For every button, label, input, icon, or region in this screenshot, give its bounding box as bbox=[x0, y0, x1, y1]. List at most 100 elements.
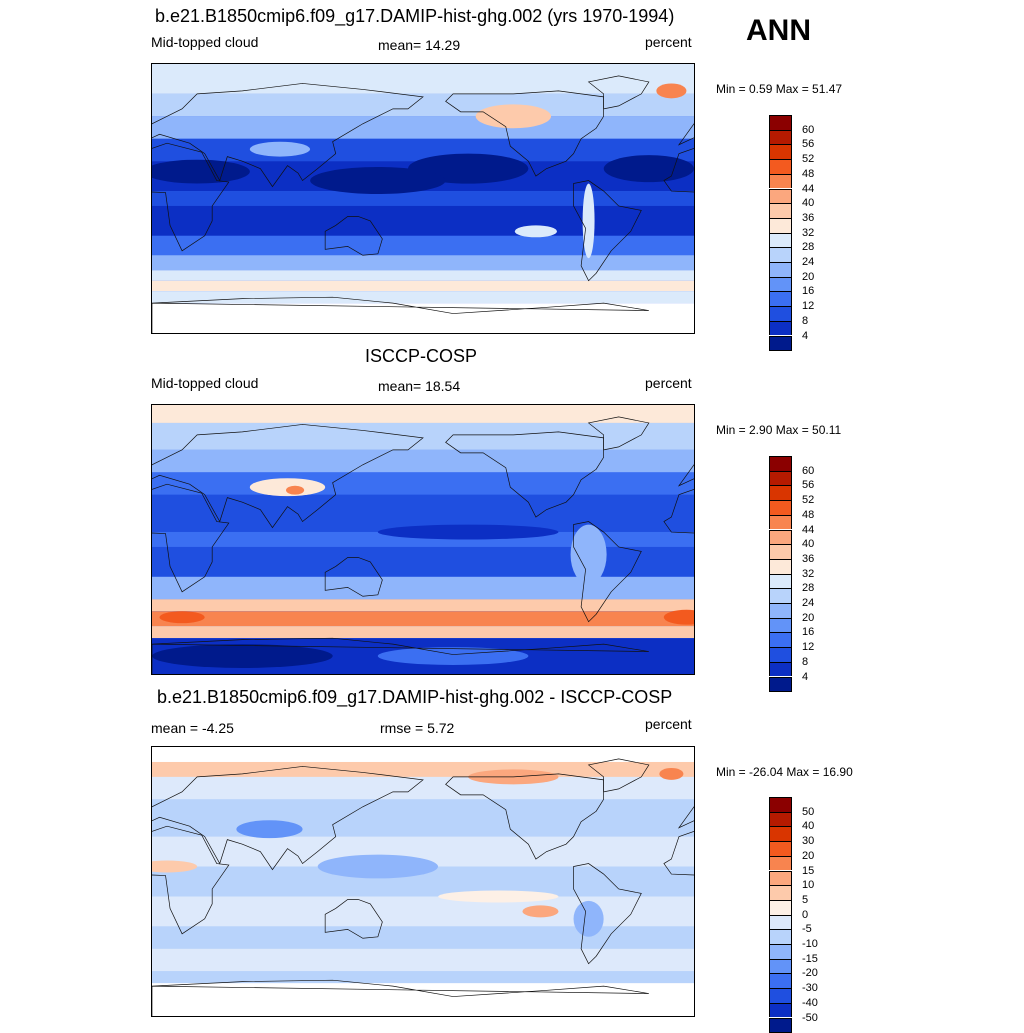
colorbar-tick-label: 50 bbox=[802, 805, 815, 818]
field-band bbox=[152, 449, 694, 473]
colorbar-swatch bbox=[769, 870, 792, 886]
colorbar-edge bbox=[769, 247, 792, 249]
colorbar-tick-label: 36 bbox=[802, 211, 815, 224]
colorbar-swatch bbox=[769, 335, 792, 351]
field-band bbox=[152, 948, 694, 972]
colorbar-tick-label: 60 bbox=[802, 464, 815, 477]
field-band bbox=[152, 116, 694, 139]
panel3-map bbox=[151, 746, 695, 1017]
panel1-title: b.e21.B1850cmip6.f09_g17.DAMIP-hist-ghg.… bbox=[155, 6, 675, 26]
colorbar-edge bbox=[769, 870, 792, 872]
colorbar-edge bbox=[769, 841, 792, 843]
colorbar-edge bbox=[769, 826, 792, 828]
colorbar-tick-label: 20 bbox=[802, 270, 815, 283]
colorbar-swatch bbox=[769, 247, 792, 262]
colorbar-swatch bbox=[769, 811, 792, 827]
map-canvas bbox=[152, 405, 694, 674]
field-feature bbox=[152, 644, 333, 668]
map-canvas bbox=[152, 747, 694, 1016]
colorbar-tick-label: 32 bbox=[802, 567, 815, 580]
colorbar-tick-label: 15 bbox=[802, 864, 815, 877]
field-feature bbox=[573, 900, 604, 937]
colorbar-tick-label: 8 bbox=[802, 314, 809, 327]
panel3-rmse-label: rmse = 5.72 bbox=[380, 720, 455, 736]
colorbar-edge bbox=[769, 470, 792, 472]
field-band bbox=[152, 926, 694, 949]
coastline bbox=[152, 483, 230, 593]
colorbar-tick-label: 8 bbox=[802, 655, 809, 668]
colorbar-swatch bbox=[769, 617, 792, 633]
colorbar-tick-label: 40 bbox=[802, 820, 815, 833]
colorbar-edge bbox=[769, 203, 792, 205]
panel2-minmax-label: Min = 2.90 Max = 50.11 bbox=[716, 423, 842, 437]
colorbar-tick-label: 32 bbox=[802, 226, 815, 239]
colorbar-edge bbox=[769, 973, 792, 975]
field-feature bbox=[249, 141, 311, 157]
colorbar-swatch bbox=[769, 129, 792, 145]
colorbar-tick-label: 28 bbox=[802, 582, 815, 595]
field-band bbox=[152, 546, 694, 577]
colorbar-tick-label: 48 bbox=[802, 167, 815, 180]
field-band bbox=[152, 532, 694, 548]
colorbar-tick-label: 36 bbox=[802, 552, 815, 565]
field-band bbox=[152, 626, 694, 639]
colorbar-tick-label: -30 bbox=[802, 982, 818, 995]
coastline bbox=[324, 899, 383, 939]
colorbar-swatch bbox=[769, 1017, 792, 1033]
coastline bbox=[663, 489, 694, 534]
colorbar-edge bbox=[769, 558, 792, 560]
colorbar-edge bbox=[769, 1017, 792, 1019]
colorbar-edge bbox=[769, 144, 792, 146]
panel2-units-label: percent bbox=[645, 375, 692, 391]
colorbar-tick-label: 0 bbox=[802, 908, 809, 921]
colorbar-swatch bbox=[769, 291, 792, 307]
panel2-title: ISCCP-COSP bbox=[365, 346, 478, 366]
field-band bbox=[152, 599, 694, 612]
colorbar-tick-label: -10 bbox=[802, 938, 818, 950]
colorbar-edge bbox=[769, 573, 792, 575]
colorbar-swatch bbox=[769, 944, 792, 959]
colorbar-swatch bbox=[769, 914, 792, 930]
field-band bbox=[152, 971, 694, 984]
colorbar-edge bbox=[769, 929, 792, 931]
colorbar-edge bbox=[769, 115, 792, 116]
colorbar-edge bbox=[769, 588, 792, 590]
colorbar-swatch bbox=[769, 841, 792, 856]
colorbar-tick-label: 5 bbox=[802, 893, 809, 906]
panel3-units-label: percent bbox=[645, 716, 692, 732]
panel3-minmax-label: Min = -26.04 Max = 16.90 bbox=[716, 765, 853, 779]
colorbar-tick-label: 4 bbox=[802, 670, 809, 683]
colorbar-swatch bbox=[769, 855, 792, 871]
colorbar-tick-label: 52 bbox=[802, 494, 815, 507]
field-feature bbox=[159, 611, 205, 624]
colorbar-tick-label: 24 bbox=[802, 597, 815, 609]
coastline bbox=[445, 90, 604, 177]
colorbar-tick-label: 4 bbox=[802, 329, 809, 342]
field-feature bbox=[603, 155, 694, 183]
colorbar-tick-label: 40 bbox=[802, 197, 815, 210]
colorbar-tick-label: 10 bbox=[802, 879, 815, 892]
colorbar-swatch bbox=[769, 988, 792, 1003]
colorbar-edge bbox=[769, 958, 792, 960]
colorbar-edge bbox=[769, 320, 792, 322]
coastline bbox=[152, 766, 424, 871]
colorbar-edge bbox=[769, 350, 792, 352]
colorbar-swatch bbox=[769, 661, 792, 677]
colorbar-edge bbox=[769, 617, 792, 619]
coastline bbox=[152, 979, 649, 1016]
colorbar-edge bbox=[769, 988, 792, 990]
colorbar-edge bbox=[769, 188, 792, 190]
field-band bbox=[152, 761, 694, 777]
colorbar-tick-label: 56 bbox=[802, 479, 815, 492]
colorbar-tick-label: 24 bbox=[802, 256, 815, 268]
field-band bbox=[152, 405, 694, 423]
colorbar-edge bbox=[769, 232, 792, 234]
colorbar-swatch bbox=[769, 885, 792, 900]
panel2-mean-label: mean= 18.54 bbox=[378, 378, 461, 394]
colorbar-swatch bbox=[769, 1002, 792, 1018]
colorbar-tick-label: 40 bbox=[802, 538, 815, 551]
field-feature bbox=[286, 485, 305, 495]
colorbar-edge bbox=[769, 456, 792, 457]
colorbar-tick-label: 44 bbox=[802, 523, 815, 536]
field-band bbox=[152, 270, 694, 281]
